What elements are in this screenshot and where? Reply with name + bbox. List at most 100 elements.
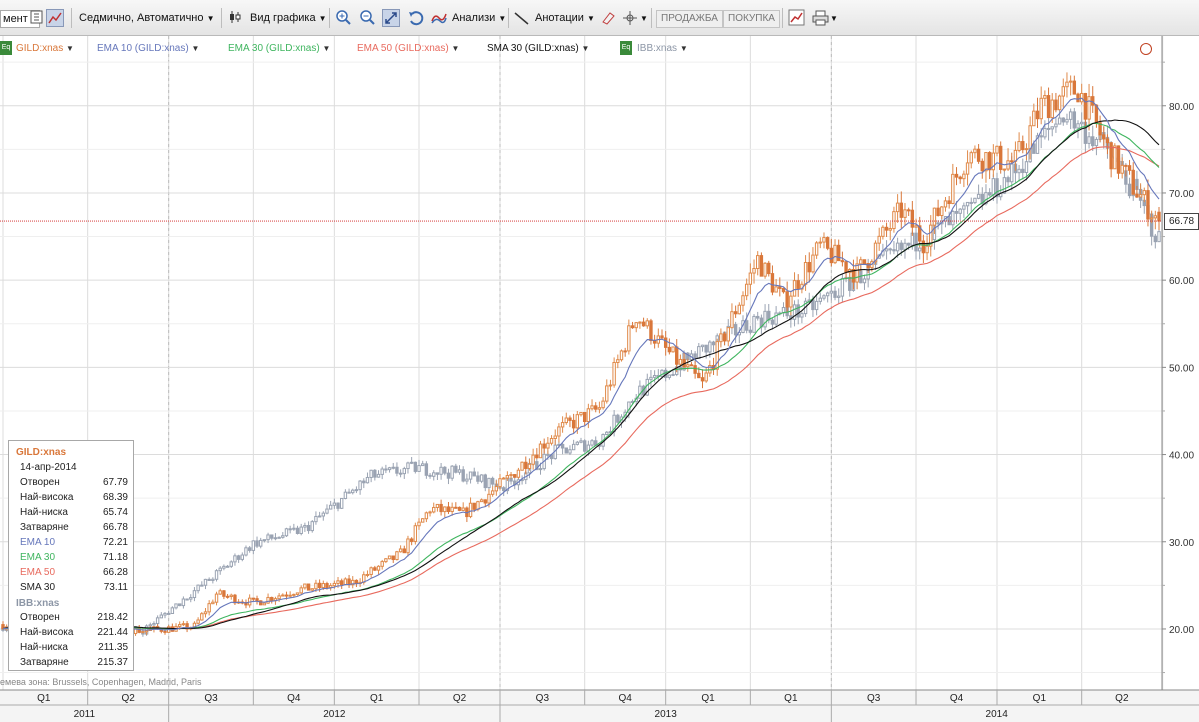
analyses-dropdown[interactable]: Анализи ▼ [452,10,506,26]
gild-candle-body [873,242,878,263]
gild-candle-body [803,262,808,285]
gild-candle-body [310,588,314,591]
gild-candle-body [524,461,528,469]
quarter-label: Q3 [204,693,218,704]
gild-candle-body [660,335,664,339]
gild-candle-body [292,593,296,596]
gild-candle-body [737,304,742,315]
gild-candle-body [1043,95,1047,99]
eraser-icon[interactable] [599,9,617,27]
ibb-candle-body [969,201,973,204]
zoom-out-icon[interactable] [359,9,377,27]
ibb-open-value: 218.42 [97,612,128,623]
infobox-ibb-title: IBB:xnas [16,598,60,609]
x-axis: Q1 Q2 Q3 Q4 Q1 Q2 Q3 Q4 Q1 Q1 Q3 Q4 Q1 Q2 2011 2012 2013… [0,689,1199,722]
gild-candle-body [866,263,870,269]
sell-button[interactable]: ПРОДАЖБА [656,10,723,28]
legend-gild[interactable]: GILD:xnas ▼ [16,43,74,54]
year-label: 2014 [986,709,1009,720]
infobox-ema30-row: EMA 30 71.18 [20,551,128,565]
ibb-candle-body [306,525,311,532]
ibb-candle-body [244,547,248,556]
gild-candle-body [770,273,775,293]
gild-candle-body [303,583,307,589]
gild-candle-body [1057,95,1062,111]
chevron-down-icon[interactable]: ▼ [830,14,838,23]
print-icon[interactable] [812,9,830,27]
ibb-candle-body [1068,111,1073,120]
chart-view-dropdown[interactable]: Вид графика ▼ [250,10,327,26]
y-tick-label: 70.00 [1169,189,1194,200]
gild-candle-body [756,255,760,270]
gild-candle-body [951,173,955,205]
gild-candle-body [575,414,580,429]
chevron-down-icon[interactable]: ▼ [640,14,648,23]
line-chart-icon[interactable] [788,9,806,27]
ibb-low-label: Най-ниска [20,642,68,653]
ibb-candle-body [288,528,292,531]
legend-ema30[interactable]: EMA 30 (GILD:xnas) ▼ [228,43,330,54]
quarter-label: Q1 [1033,693,1047,704]
timezone-note: емева зона: Brussels, Copenhagen, Madrid… [0,677,202,687]
gild-candle-body [973,148,977,154]
gild-candle-body [678,358,683,365]
ibb-candle-body [575,441,580,445]
ibb-low-value: 211.35 [98,642,128,653]
ibb-candle-body [343,491,348,499]
gild-candle-body [509,474,513,477]
gild-candle-body [579,411,583,416]
close-label: Затваряне [20,522,69,533]
annotations-dropdown[interactable]: Анотации ▼ [535,10,595,26]
gild-candle-body [439,503,443,513]
ibb-candle-body [954,210,959,214]
undo-icon[interactable] [407,9,425,27]
ibb-candle-body [991,178,996,196]
ibb-candle-body [814,300,819,311]
gild-candle-body [1098,122,1102,136]
clock-icon[interactable] [1140,43,1152,55]
last-price-tag: 66.78 [1164,213,1199,231]
grid-toggle-icon[interactable] [30,9,48,27]
gild-candle-body [1153,215,1158,219]
gild-candle-body [726,327,730,342]
chevron-down-icon: ▼ [318,14,327,23]
legend-ibb[interactable]: IBB:xnas ▼ [637,43,688,54]
ibb-candle-body [225,565,230,568]
ibb-candle-body [708,341,712,353]
ibb-candle-body [409,461,414,464]
high-value: 68.39 [102,492,128,503]
ibb-candle-body [829,290,834,294]
gild-candle-body [943,200,948,208]
ibb-candle-body [560,443,565,449]
period-dropdown[interactable]: Седмично, Автоматично ▼ [79,10,214,26]
indicator-icon[interactable] [46,9,64,27]
gild-candle-body [851,269,856,283]
buy-button[interactable]: ПОКУПКА [723,10,780,28]
legend-sma30[interactable]: SMA 30 (GILD:xnas) ▼ [487,43,589,54]
gild-candle-body [424,512,429,520]
ibb-candle-body [1079,121,1084,125]
ibb-open-label: Отворен [20,612,60,623]
ibb-candle-body [1024,161,1029,174]
y-tick-label: 50.00 [1169,363,1194,374]
chart-view-label: Вид графика [250,12,316,24]
ibb-candle-body [704,344,708,353]
pan-icon[interactable] [382,9,400,27]
y-tick-label: 80.00 [1169,102,1194,113]
gild-candle-body [995,145,999,154]
toolbar-separator [651,8,652,28]
legend-ema10[interactable]: EMA 10 (GILD:xnas) ▼ [97,43,199,54]
gild-candle-body [884,226,889,231]
legend-ema50[interactable]: EMA 50 (GILD:xnas) ▼ [357,43,459,54]
gild-candle-body [895,202,900,213]
legend-ema30-label: EMA 30 (GILD:xnas) [228,43,320,54]
gild-candle-body [535,454,539,459]
zoom-in-icon[interactable] [335,9,353,27]
ibb-candle-body [354,489,359,492]
gild-candle-body [984,152,988,172]
toolbar: мент Седмично, Автоматично ▼ Вид графика… [0,0,1199,36]
crosshair-icon[interactable] [622,9,640,27]
ibb-candle-body [270,534,274,539]
annotations-label: Анотации [535,12,584,24]
